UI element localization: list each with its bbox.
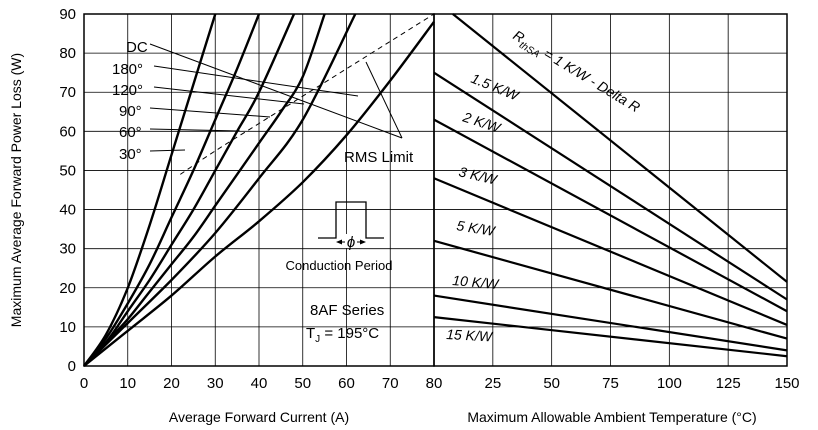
phi-symbol: ϕ [347,234,355,251]
rthsa-rest: = 1 K/W - Delta R [538,43,643,115]
right-x-tick-label: 50 [543,375,560,392]
curve-label-30: 30° [119,146,142,163]
y-tick-label: 50 [59,162,76,179]
rms-limit-label: RMS Limit [344,149,414,166]
leader-30 [150,150,185,151]
thermal-line-1kw [453,14,787,282]
leader-60 [150,129,240,131]
curve-label-60: 60° [119,124,142,141]
label-3kw: 3 K/W [457,163,499,188]
right-x-tick-label: 75 [602,375,619,392]
right-x-axis-title: Maximum Allowable Ambient Temperature (°… [467,409,756,425]
left-x-tick-label: 0 [80,375,88,392]
y-tick-label: 90 [59,6,76,23]
y-tick-label: 70 [59,84,76,101]
curve-label-120: 120° [112,82,143,99]
junction-temp-label: TJ = 195°C [306,325,379,345]
label-10kw: 10 K/W [452,272,501,292]
label-5kw: 5 K/W [456,217,498,239]
left-x-tick-label: 20 [163,375,180,392]
right-x-tick-label: 100 [657,375,682,392]
left-x-tick-label: 30 [207,375,224,392]
arrow-left-icon [336,240,342,245]
left-x-tick-label: 50 [294,375,311,392]
y-tick-label: 40 [59,202,76,219]
y-tick-label: 30 [59,241,76,258]
left-x-tick-label: 10 [119,375,136,392]
heatsink-labels: RthSA = 1 K/W - Delta R 1.5 K/W 2 K/W 3 … [446,27,643,345]
arrow-right-icon [360,240,366,245]
right-x-tick-label: 25 [484,375,501,392]
rthsa-subscript: thSA [517,40,542,61]
tj-value: = 195°C [320,325,379,342]
y-tick-label: 60 [59,123,76,140]
tj-symbol: T [306,325,315,342]
conduction-period-label: Conduction Period [286,258,393,273]
y-tick-label: 20 [59,280,76,297]
label-15kw: 15 K/W [446,326,494,344]
left-x-tick-label: 40 [251,375,268,392]
y-tick-label: 10 [59,319,76,336]
y-axis-title: Maximum Average Forward Power Loss (W) [8,53,24,327]
left-x-axis-title: Average Forward Current (A) [169,409,349,425]
left-x-tick-label: 70 [382,375,399,392]
curve-label-180: 180° [112,61,143,78]
leader-90 [150,108,270,117]
grid-lines [84,14,787,366]
conduction-waveform [318,202,384,238]
right-x-tick-label: 150 [774,375,799,392]
curve-label-90: 90° [119,103,142,120]
y-tick-label: 80 [59,45,76,62]
y-tick-label: 0 [68,358,76,375]
rthsa-label: RthSA = 1 K/W - Delta R [508,27,643,119]
right-x-tick-label: 125 [716,375,741,392]
conduction-period-diagram: ϕ Conduction Period [286,202,393,273]
left-x-tick-label: 80 [426,375,443,392]
left-x-tick-label: 60 [338,375,355,392]
series-name-label: 8AF Series [310,302,384,319]
curve-label-dc: DC [126,39,148,56]
